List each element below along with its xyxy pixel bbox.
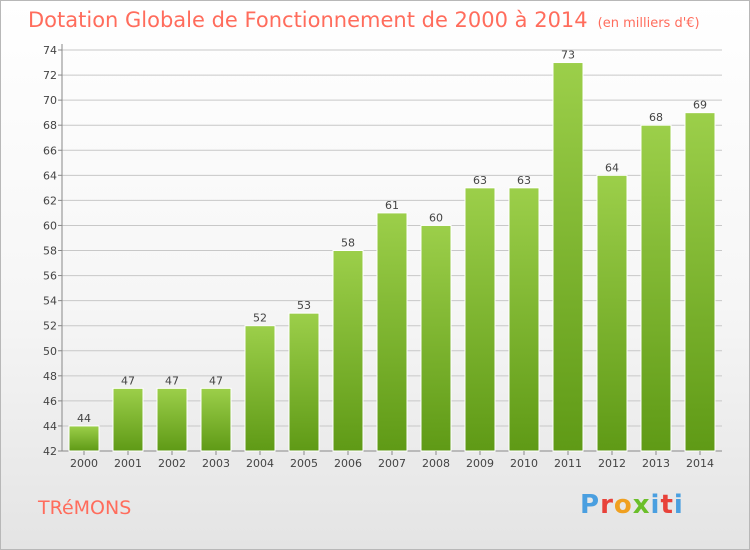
y-tick-label: 68 (43, 119, 57, 132)
data-label: 61 (385, 199, 399, 212)
y-tick-label: 64 (43, 169, 57, 182)
x-tick-label: 2003 (202, 457, 230, 470)
data-label: 52 (253, 312, 267, 325)
x-tick-label: 2011 (554, 457, 582, 470)
data-label: 68 (649, 111, 663, 124)
bar (684, 112, 716, 452)
x-tick-label: 2004 (246, 457, 274, 470)
bar (68, 425, 100, 452)
y-tick-label: 60 (43, 219, 57, 232)
y-tick-label: 58 (43, 245, 57, 258)
data-label: 63 (473, 174, 487, 187)
chart-title-text: Dotation Globale de Fonctionnement de 20… (28, 8, 588, 32)
bar (244, 325, 276, 452)
y-tick-label: 44 (43, 420, 57, 433)
x-tick-label: 2010 (510, 457, 538, 470)
data-label: 53 (297, 299, 311, 312)
bar (332, 250, 364, 452)
bar (552, 62, 584, 452)
bar (376, 212, 408, 452)
y-tick-label: 66 (43, 144, 57, 157)
y-tick-label: 46 (43, 395, 57, 408)
y-tick-label: 52 (43, 320, 57, 333)
x-tick-label: 2005 (290, 457, 318, 470)
chart-unit-label: (en milliers d'€) (597, 16, 700, 31)
x-tick-label: 2008 (422, 457, 450, 470)
y-tick-label: 56 (43, 270, 57, 283)
x-tick-label: 2007 (378, 457, 406, 470)
x-tick-label: 2006 (334, 457, 362, 470)
bar (420, 224, 452, 452)
x-tick-label: 2002 (158, 457, 186, 470)
data-label: 47 (165, 374, 179, 387)
y-tick-label: 72 (43, 69, 57, 82)
chart-title: Dotation Globale de Fonctionnement de 20… (28, 8, 700, 32)
x-tick-label: 2014 (686, 457, 714, 470)
bar (508, 187, 540, 452)
x-tick-label: 2009 (466, 457, 494, 470)
data-label: 47 (121, 374, 135, 387)
x-tick-label: 2013 (642, 457, 670, 470)
bar (596, 174, 628, 452)
data-label: 63 (517, 174, 531, 187)
data-label: 64 (605, 161, 619, 174)
x-tick-label: 2012 (598, 457, 626, 470)
y-tick-label: 42 (43, 445, 57, 458)
y-tick-label: 50 (43, 345, 57, 358)
x-tick-label: 2000 (70, 457, 98, 470)
bar (200, 387, 232, 452)
commune-name: TRéMONS (38, 497, 132, 519)
bar (156, 387, 188, 452)
y-tick-label: 74 (43, 44, 57, 57)
y-tick-label: 62 (43, 194, 57, 207)
data-label: 58 (341, 237, 355, 250)
data-label: 73 (561, 49, 575, 62)
x-tick-label: 2001 (114, 457, 142, 470)
data-label: 69 (693, 99, 707, 112)
proxiti-logo: Proxiti (580, 490, 684, 520)
bar (640, 124, 672, 452)
y-tick-label: 48 (43, 370, 57, 383)
y-tick-label: 54 (43, 295, 57, 308)
bar (112, 387, 144, 452)
bar (464, 187, 496, 452)
bar (288, 312, 320, 452)
data-label: 60 (429, 211, 443, 224)
data-label: 47 (209, 374, 223, 387)
data-label: 44 (77, 412, 91, 425)
y-tick-label: 70 (43, 94, 57, 107)
